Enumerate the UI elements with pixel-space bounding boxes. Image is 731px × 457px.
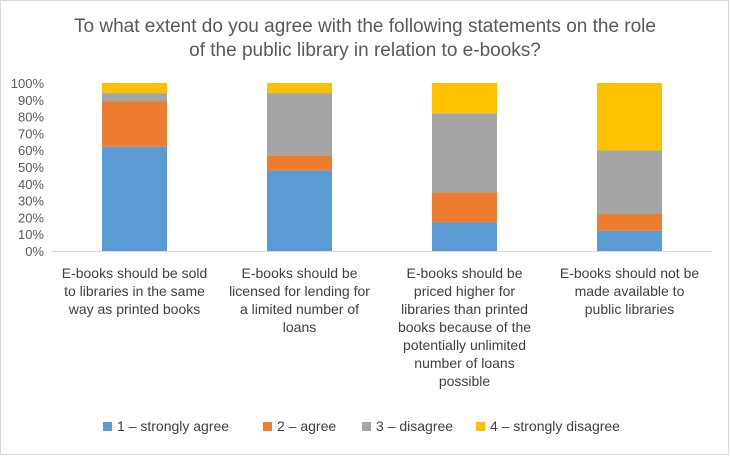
bar-segment-series3-cat3: [432, 113, 497, 193]
bar-segment-series2-cat4: [597, 214, 662, 231]
x-category-label-line: public libraries: [585, 301, 674, 317]
legend-swatch: [476, 422, 485, 431]
bar-segment-series2-cat2: [267, 155, 332, 171]
legend-label: 2 – agree: [277, 418, 336, 434]
y-tick-label: 40%: [18, 177, 44, 192]
bar-segment-series1-cat4: [597, 230, 662, 251]
x-category-label-line: number of loans: [414, 355, 514, 371]
x-category-label-line: possible: [439, 373, 491, 389]
y-axis: 0% 10% 20%30% 40% 50% 60% 70%80% 90% 100%: [11, 76, 45, 259]
legend-swatch: [362, 422, 371, 431]
y-tick-label: 90%: [18, 93, 44, 108]
bar-segment-series2-cat1: [102, 101, 167, 147]
x-category-label-line: made available to: [575, 283, 685, 299]
x-category-label-line: potentially unlimited: [403, 337, 526, 353]
x-category-label: E-books should be sold to libraries in th…: [62, 265, 208, 317]
y-tick-label: 30%: [18, 194, 44, 209]
x-category-label-line: priced higher for: [414, 283, 516, 299]
legend-swatch: [103, 422, 112, 431]
x-category-label-line: E-books should be: [407, 265, 523, 281]
bar-segment-series4-cat3: [432, 83, 497, 114]
x-category-label-line: E-books should be sold: [62, 265, 208, 281]
y-tick-label: 60%: [18, 143, 44, 158]
x-category-label-line: libraries than printed: [401, 301, 528, 317]
x-category-label: E-books should be licensed for lending fo…: [229, 265, 370, 335]
legend-swatch: [263, 422, 272, 431]
x-category-label-line: to libraries in the same: [64, 283, 205, 299]
y-tick-label: 70%: [18, 126, 44, 141]
y-tick-label: 80%: [18, 110, 44, 125]
bar-segment-series3-cat4: [597, 150, 662, 215]
x-category-label-line: a limited number of: [240, 301, 359, 317]
y-tick-label: 100%: [11, 76, 45, 91]
x-category-label-line: loans: [283, 319, 316, 335]
bar-segment-series4-cat4: [597, 83, 662, 151]
bar-segment-series3-cat2: [267, 93, 332, 156]
legend: 1 – strongly agree 2 – agree 3 – disagree 4…: [103, 418, 620, 434]
legend-label: 4 – strongly disagree: [490, 418, 620, 434]
bar-segment-series1-cat3: [432, 222, 497, 251]
chart-title: To what extent do you agree with the fol…: [74, 16, 656, 61]
bar-segment-series4-cat1: [102, 83, 167, 94]
bar-segment-series4-cat2: [267, 83, 332, 94]
x-category-label-line: E-books should be: [242, 265, 358, 281]
y-tick-label: 10%: [18, 227, 44, 242]
chart-title-line: of the public library in relation to e-b…: [189, 40, 541, 61]
bars: [102, 83, 662, 251]
bar-segment-series1-cat2: [267, 170, 332, 251]
y-tick-label: 20%: [18, 210, 44, 225]
y-tick-label: 50%: [18, 160, 44, 175]
x-axis: E-books should be sold to libraries in th…: [52, 251, 712, 389]
bar-segment-series1-cat1: [102, 146, 167, 251]
y-tick-label: 0%: [25, 244, 44, 259]
x-category-label-line: licensed for lending for: [229, 283, 370, 299]
x-category-label-line: way as printed books: [68, 301, 201, 317]
x-category-label-line: E-books should not be: [560, 265, 700, 281]
x-category-label-line: books because of the: [398, 319, 531, 335]
legend-label: 1 – strongly agree: [117, 418, 229, 434]
x-category-label: E-books should be priced higher for librar…: [398, 265, 531, 389]
legend-label: 3 – disagree: [376, 418, 453, 434]
bar-segment-series2-cat3: [432, 192, 497, 223]
x-category-label: E-books should not be made available to pu…: [560, 265, 700, 317]
bar-segment-series3-cat1: [102, 93, 167, 102]
chart-title-line: To what extent do you agree with the fol…: [74, 16, 656, 37]
